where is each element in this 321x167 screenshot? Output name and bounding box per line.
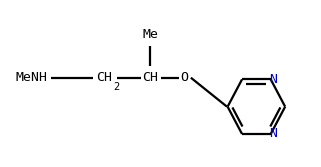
- Text: N: N: [269, 73, 277, 86]
- Text: O: O: [180, 71, 188, 84]
- Text: CH: CH: [97, 71, 113, 84]
- Text: 2: 2: [113, 82, 119, 92]
- Text: MeNH: MeNH: [15, 71, 47, 84]
- Text: CH: CH: [142, 71, 158, 84]
- Text: N: N: [269, 127, 277, 140]
- Text: Me: Me: [142, 28, 158, 41]
